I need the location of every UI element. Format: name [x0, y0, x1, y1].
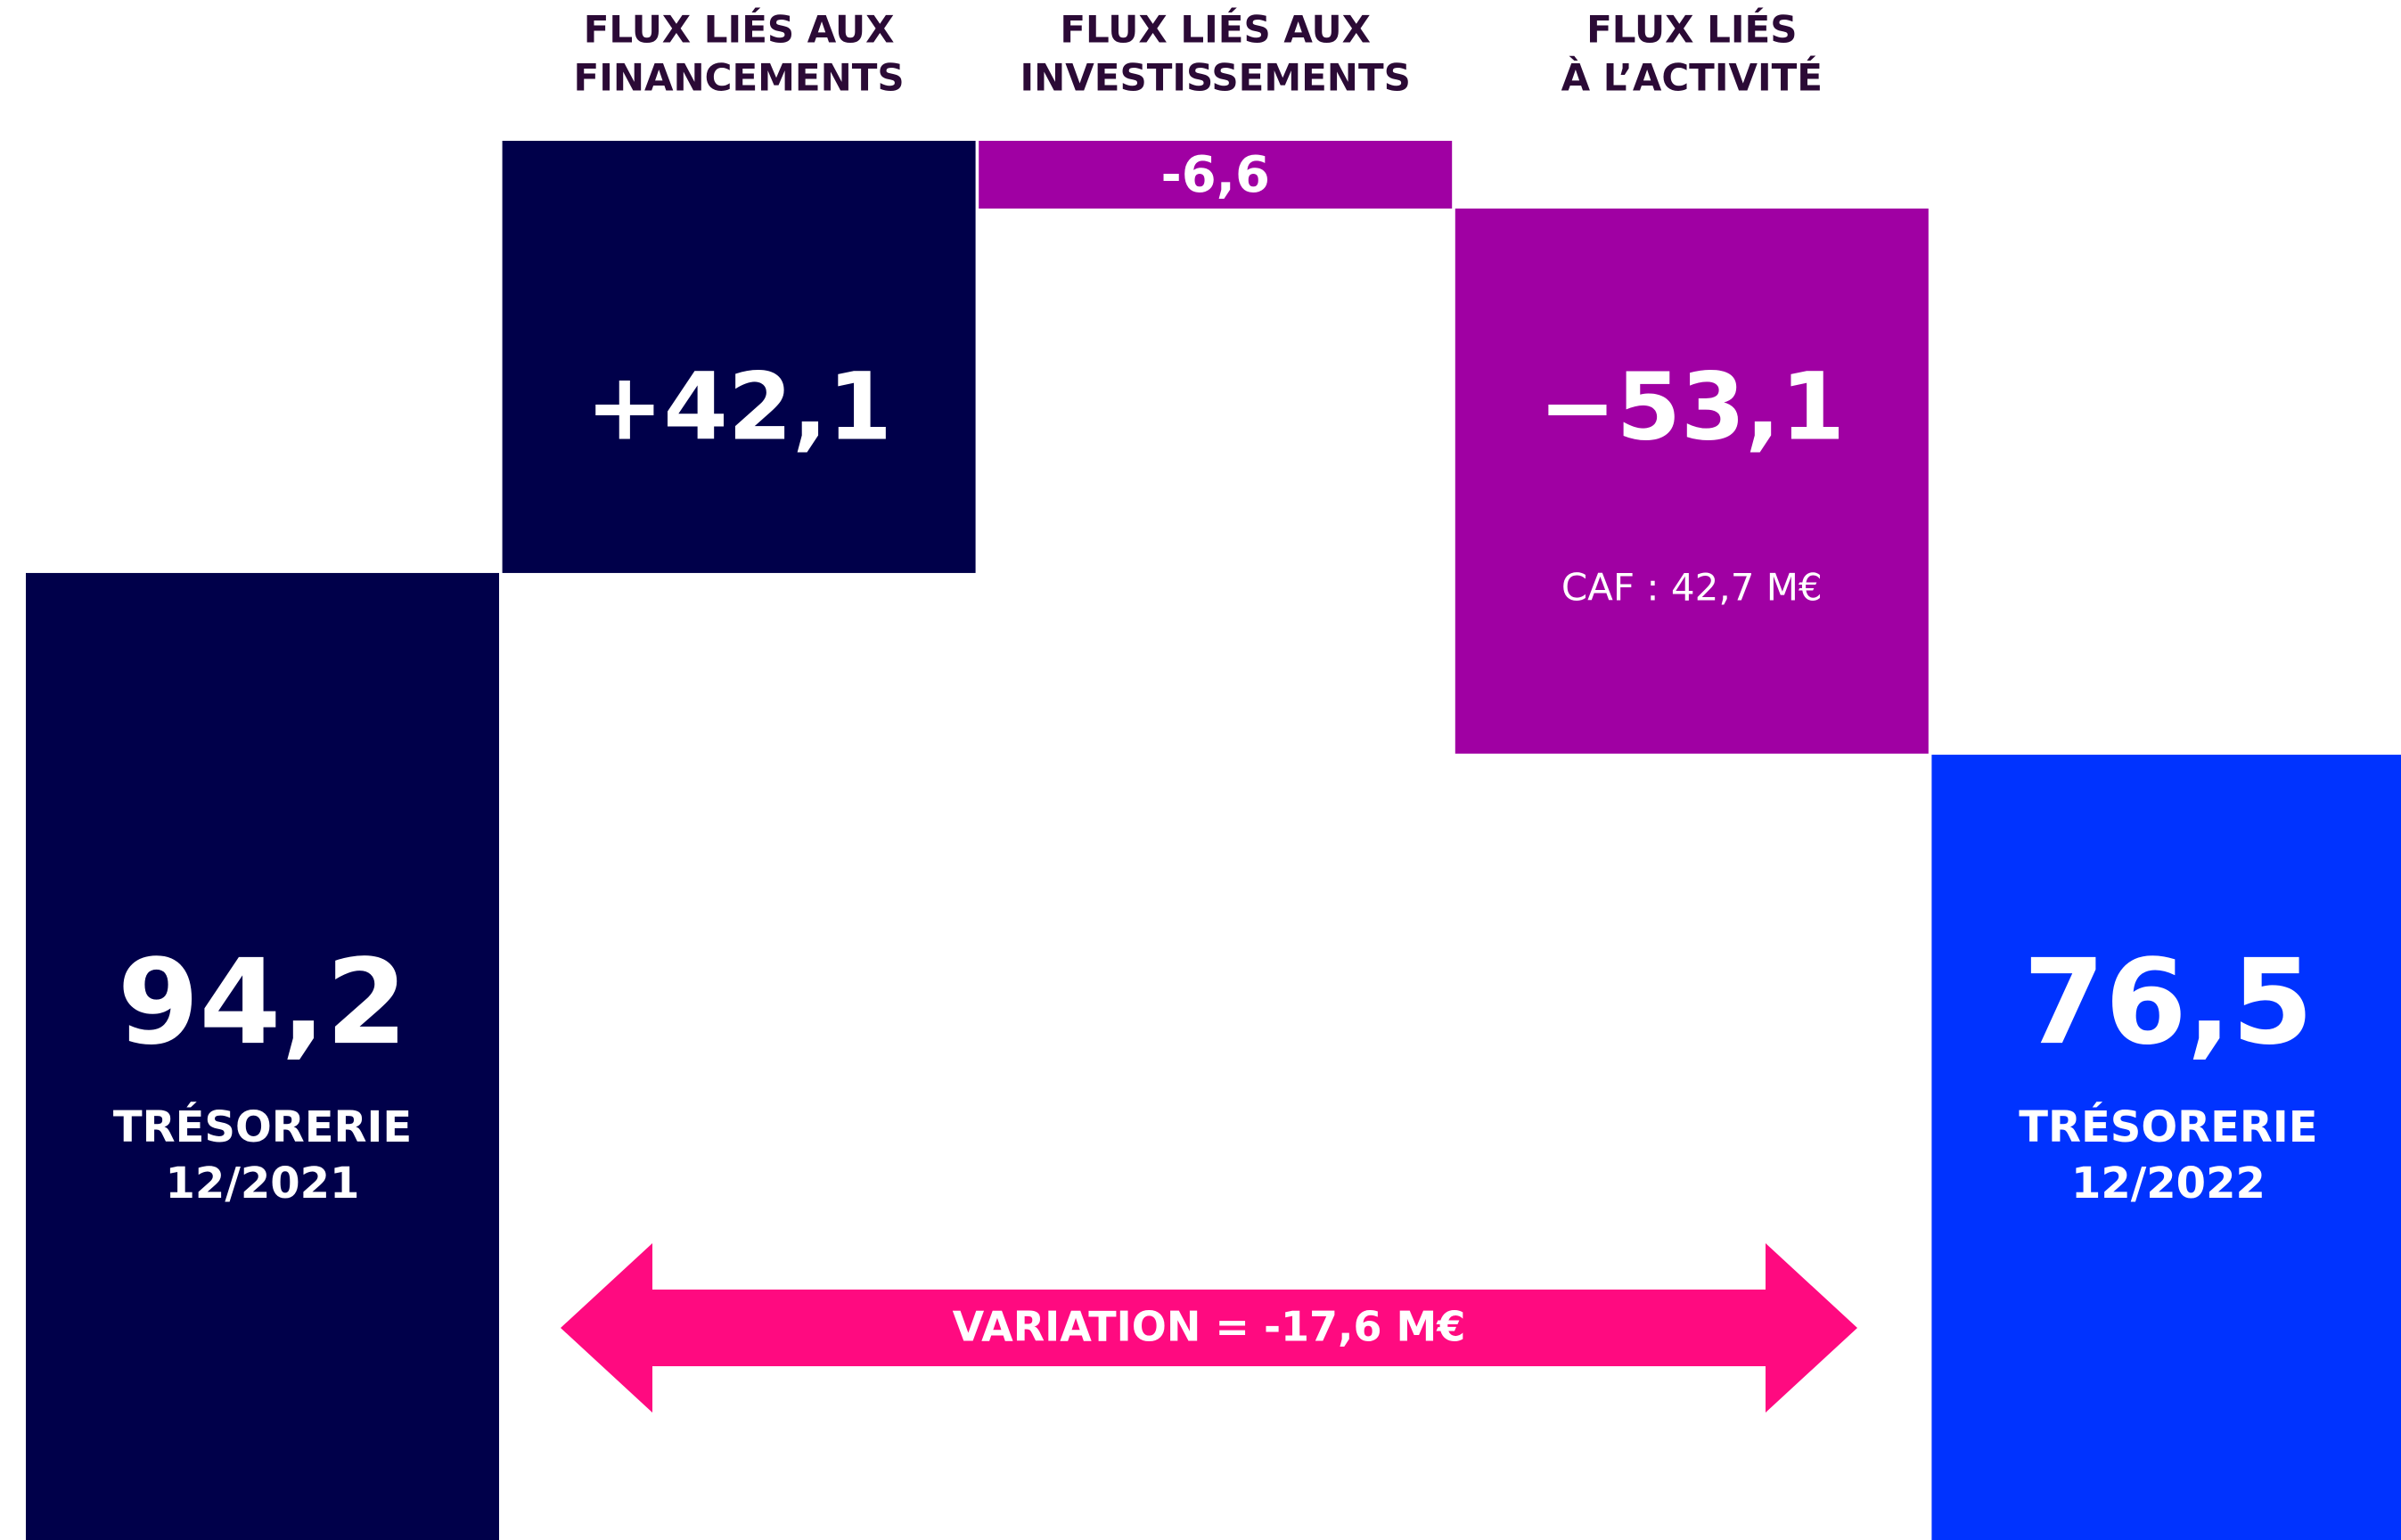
bar [1455, 209, 1929, 754]
bar [26, 572, 499, 1540]
category-label: FINANCEMENTS [574, 56, 905, 100]
bar [502, 141, 976, 573]
value-label: +42,1 [586, 352, 892, 461]
category-label: FLUX LIÉS [1586, 7, 1797, 52]
bar [1931, 754, 2401, 1540]
bar [979, 141, 1453, 209]
category-label: À L’ACTIVITÉ [1561, 55, 1823, 100]
value-label: 76,5 [2023, 934, 2314, 1071]
annotation: CAF : 42,7 M€ [1561, 566, 1823, 610]
category-label: 12/2021 [166, 1159, 360, 1208]
category-label: INVESTISSEMENTS [1020, 56, 1411, 100]
value-label: 94,2 [118, 934, 408, 1071]
variation-label: VARIATION = -17,6 M€ [953, 1303, 1466, 1351]
category-label: 12/2022 [2071, 1159, 2266, 1208]
category-label: FLUX LIÉS AUX [584, 7, 895, 52]
category-label: FLUX LIÉS AUX [1060, 7, 1371, 52]
category-label: TRÉSORERIE [113, 1102, 412, 1152]
value-label: -6,6 [1160, 146, 1269, 204]
value-label: −53,1 [1538, 352, 1845, 461]
category-label: TRÉSORERIE [2019, 1102, 2317, 1152]
variation-arrow [561, 1243, 1857, 1413]
